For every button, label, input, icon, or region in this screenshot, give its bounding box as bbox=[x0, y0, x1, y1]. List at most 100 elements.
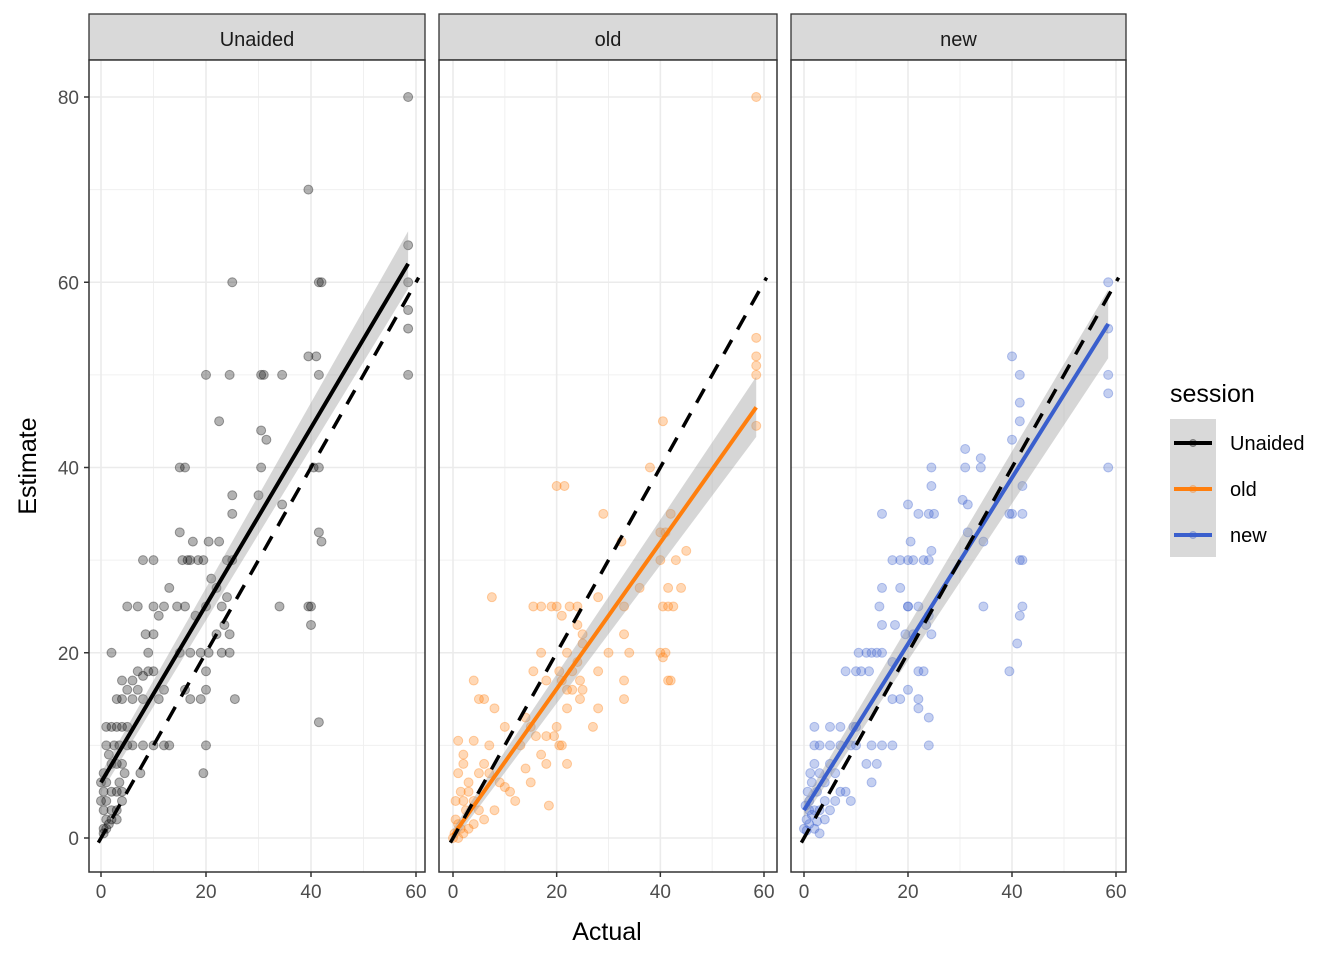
legend-label: old bbox=[1230, 479, 1257, 501]
data-point bbox=[564, 601, 575, 612]
data-point bbox=[479, 758, 490, 769]
data-point bbox=[804, 819, 815, 830]
data-point bbox=[201, 684, 211, 695]
data-point bbox=[619, 629, 630, 640]
data-point bbox=[193, 555, 204, 566]
data-point bbox=[887, 694, 898, 705]
data-point bbox=[117, 758, 127, 769]
reference-line-y-equals-x bbox=[96, 276, 421, 844]
data-point bbox=[484, 768, 495, 779]
data-point bbox=[536, 647, 547, 658]
data-point bbox=[473, 805, 484, 816]
data-point bbox=[177, 555, 188, 566]
data-point bbox=[316, 536, 327, 547]
legend-point-swatch bbox=[1189, 485, 1197, 493]
data-point bbox=[458, 749, 469, 760]
data-point bbox=[111, 786, 122, 797]
data-point bbox=[403, 92, 414, 102]
data-point bbox=[655, 555, 666, 566]
data-point bbox=[835, 786, 846, 797]
panel-border bbox=[88, 59, 426, 873]
data-point bbox=[871, 758, 882, 769]
data-point bbox=[187, 536, 198, 547]
x-tick-label: 40 bbox=[650, 882, 671, 903]
data-point bbox=[148, 629, 159, 640]
data-point bbox=[962, 527, 973, 538]
data-point bbox=[1103, 388, 1114, 399]
data-point bbox=[494, 777, 505, 788]
data-point bbox=[277, 369, 288, 380]
data-point bbox=[751, 360, 762, 371]
data-point bbox=[806, 777, 817, 788]
data-point bbox=[751, 332, 762, 343]
data-point bbox=[577, 629, 588, 640]
data-point bbox=[303, 601, 314, 612]
data-point bbox=[195, 647, 206, 658]
data-point bbox=[801, 814, 812, 825]
data-point bbox=[203, 536, 214, 547]
data-point bbox=[962, 499, 973, 510]
data-point bbox=[903, 555, 913, 566]
data-point bbox=[174, 527, 185, 538]
data-point bbox=[619, 675, 630, 686]
data-point bbox=[1014, 555, 1025, 566]
data-point bbox=[450, 814, 461, 825]
data-point bbox=[840, 786, 851, 797]
data-point bbox=[960, 443, 971, 454]
data-point bbox=[484, 740, 495, 751]
y-tick-label: 80 bbox=[58, 88, 79, 109]
data-point bbox=[1017, 601, 1028, 612]
data-point bbox=[122, 684, 133, 695]
data-point bbox=[229, 694, 240, 705]
data-point bbox=[562, 758, 573, 769]
data-point bbox=[455, 786, 466, 797]
data-point bbox=[903, 684, 913, 695]
data-point bbox=[313, 277, 324, 288]
data-point bbox=[926, 545, 937, 556]
legend-label: new bbox=[1230, 525, 1267, 547]
data-point bbox=[802, 786, 813, 797]
data-point bbox=[913, 666, 924, 677]
x-tick-label: 40 bbox=[300, 882, 321, 903]
legend-entry-unaided: Unaided bbox=[1174, 433, 1305, 455]
panels-layer: Unaided 0 20 40 60 0 20 40 60 80 old 0 20 40 60 new 0 20 4… bbox=[58, 13, 1127, 903]
data-point bbox=[473, 694, 484, 705]
x-tick-label: 0 bbox=[96, 882, 107, 903]
plot-area bbox=[96, 92, 421, 844]
data-point bbox=[655, 647, 666, 658]
data-point bbox=[132, 601, 143, 612]
data-point bbox=[929, 508, 939, 519]
panel-background bbox=[791, 60, 1126, 872]
data-point bbox=[598, 508, 609, 519]
data-point bbox=[551, 721, 562, 732]
y-tick-label: 20 bbox=[58, 644, 79, 665]
data-point bbox=[140, 629, 151, 640]
data-point bbox=[665, 508, 676, 519]
data-point bbox=[619, 694, 630, 705]
data-point bbox=[127, 675, 138, 686]
data-point bbox=[98, 786, 109, 797]
data-point bbox=[453, 735, 464, 746]
data-point bbox=[117, 675, 127, 686]
data-point bbox=[554, 666, 565, 677]
data-point bbox=[164, 740, 175, 751]
data-point bbox=[866, 740, 877, 751]
data-point bbox=[103, 819, 114, 830]
y-tick-label: 0 bbox=[68, 829, 79, 850]
data-point bbox=[135, 768, 146, 779]
data-point bbox=[861, 758, 872, 769]
data-point bbox=[657, 652, 668, 663]
data-point bbox=[256, 369, 267, 380]
data-point bbox=[809, 721, 820, 732]
data-point bbox=[403, 369, 414, 380]
data-point bbox=[180, 462, 190, 473]
data-point bbox=[182, 555, 193, 566]
data-point bbox=[227, 490, 238, 501]
data-point bbox=[890, 619, 900, 630]
data-point bbox=[905, 536, 916, 547]
data-point bbox=[923, 508, 934, 519]
data-point bbox=[877, 582, 887, 593]
data-point bbox=[851, 666, 861, 677]
data-point bbox=[403, 323, 414, 334]
data-point bbox=[644, 462, 655, 473]
